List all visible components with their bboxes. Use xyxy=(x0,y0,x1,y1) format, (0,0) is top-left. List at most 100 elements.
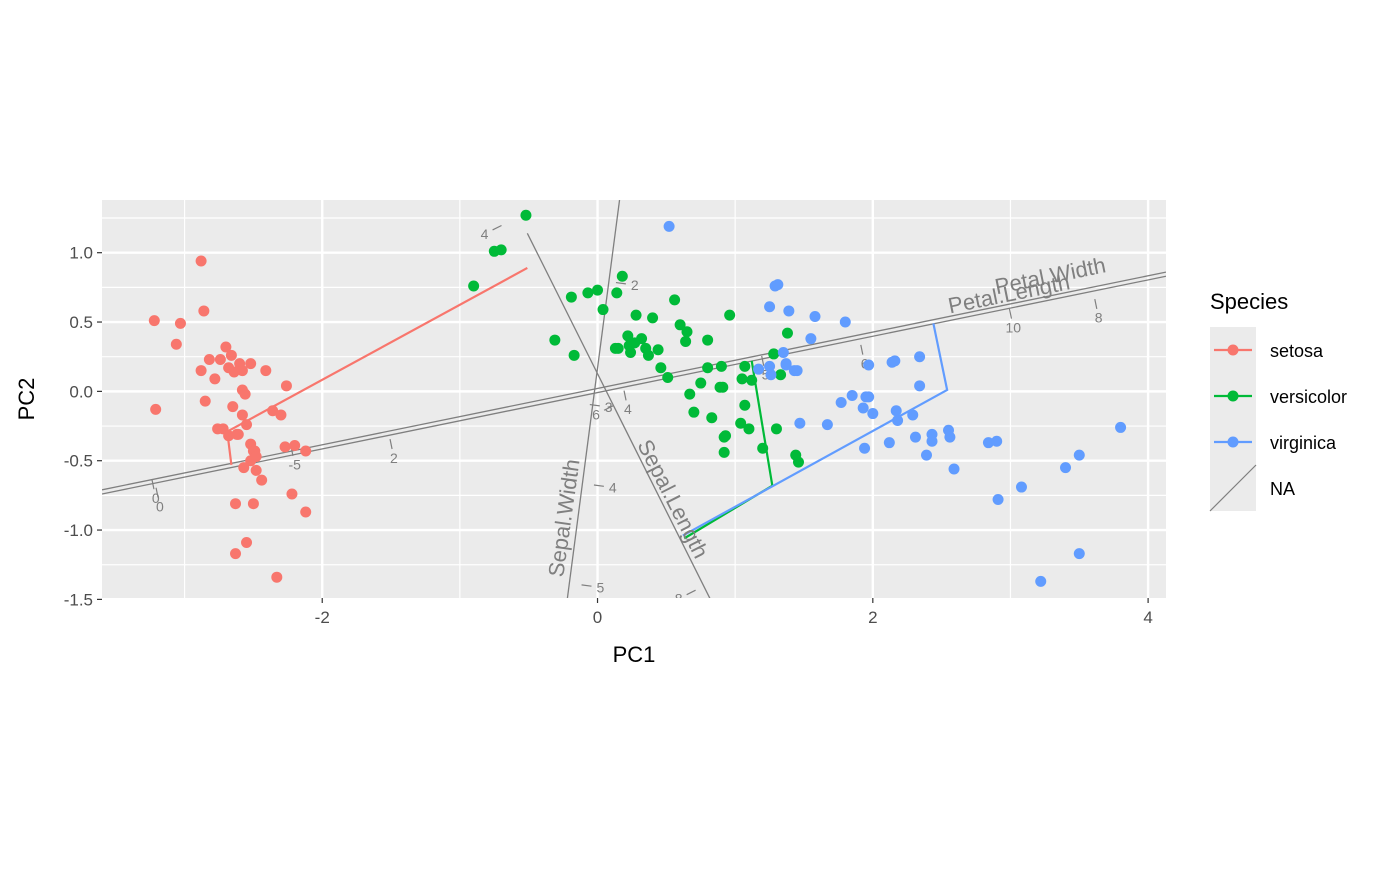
virginica-point xyxy=(920,449,932,461)
setosa-point xyxy=(228,366,240,378)
sepal-width-tick-mark xyxy=(581,584,592,587)
sepal-length-tick-mark xyxy=(686,589,696,596)
petal-length-tick-label: 0 xyxy=(156,498,164,514)
petal-width-tick-label: 0 xyxy=(152,490,160,506)
legend-key-point xyxy=(1227,436,1239,448)
setosa-point xyxy=(195,255,207,267)
setosa-point xyxy=(286,488,298,500)
petal-length-tick-mark xyxy=(860,344,864,355)
virginica-point xyxy=(892,414,904,426)
x-tick-label: 4 xyxy=(1143,608,1152,627)
legend: Species setosa versicolor virginica NA xyxy=(1209,289,1347,512)
setosa-point xyxy=(239,388,251,400)
versicolor-point xyxy=(592,284,604,296)
versicolor-point xyxy=(669,294,681,306)
sepal-width-tick-mark xyxy=(589,403,600,407)
setosa-point xyxy=(232,428,244,440)
virginica-point xyxy=(777,347,789,359)
versicolor-point xyxy=(684,388,696,400)
virginica-point xyxy=(863,391,875,403)
sepal-length-tick-label: 6 xyxy=(592,406,600,422)
y-tick-label: -1.5 xyxy=(64,590,93,609)
x-tick-label: -2 xyxy=(315,608,330,627)
virginica-point xyxy=(926,435,938,447)
versicolor-point xyxy=(739,360,751,372)
virginica-point xyxy=(805,333,817,345)
virginica-point xyxy=(1073,548,1085,560)
petal-width-axis-line xyxy=(102,271,1166,491)
legend-key-diagonal xyxy=(1209,464,1257,512)
y-tick-label: -1.0 xyxy=(64,521,93,540)
legend-key-point xyxy=(1227,344,1239,356)
versicolor-point xyxy=(768,348,780,360)
setosa-point xyxy=(230,548,242,560)
sepal-length-axis-line xyxy=(526,232,711,598)
y-tick-label: -0.5 xyxy=(64,452,93,471)
versicolor-point xyxy=(717,381,729,393)
versicolor-point xyxy=(597,304,609,316)
x-axis-title: PC1 xyxy=(613,642,656,667)
virginica-point xyxy=(1060,462,1072,474)
virginica-point xyxy=(821,419,833,431)
setosa-point xyxy=(198,305,210,317)
setosa-point xyxy=(275,409,287,421)
sepal-length-tick-label: 8 xyxy=(675,591,683,607)
plot-panel xyxy=(102,200,1166,598)
x-axis-ticks: -2 0 2 4 xyxy=(315,598,1153,627)
x-tick-label: 0 xyxy=(593,608,602,627)
versicolor-point xyxy=(468,280,480,292)
virginica-point xyxy=(1073,449,1085,461)
virginica-point xyxy=(809,310,821,322)
petal-width-tick-mark xyxy=(1008,308,1013,319)
versicolor-point xyxy=(736,373,748,385)
setosa-point xyxy=(227,401,239,413)
versicolor-point xyxy=(625,347,637,359)
petal-length-tick-mark xyxy=(389,439,393,450)
sepal-width-tick-label: 2 xyxy=(631,277,639,293)
setosa-point xyxy=(214,353,226,365)
virginica-point xyxy=(909,431,921,443)
versicolor-point xyxy=(616,270,628,282)
virginica-point xyxy=(783,305,795,317)
setosa-point xyxy=(256,474,268,486)
legend-key-na xyxy=(1209,464,1257,512)
setosa-point xyxy=(225,349,237,361)
virginica-point xyxy=(794,417,806,429)
versicolor-point xyxy=(775,369,787,381)
legend-key-virginica xyxy=(1210,419,1256,465)
setosa-point xyxy=(289,439,301,451)
legend-label-virginica: virginica xyxy=(1270,433,1337,453)
setosa-point xyxy=(271,571,283,583)
petal-width-tick-mark xyxy=(761,355,765,366)
virginica-point xyxy=(1015,481,1027,493)
setosa-point xyxy=(203,353,215,365)
legend-key-point xyxy=(1227,390,1239,402)
versicolor-point xyxy=(611,287,623,299)
virginica-point xyxy=(863,359,875,371)
setosa-series xyxy=(148,255,312,583)
virginica-point xyxy=(883,437,895,449)
setosa-point xyxy=(245,358,257,370)
versicolor-point xyxy=(695,377,707,389)
setosa-point xyxy=(247,498,259,510)
setosa-point xyxy=(236,365,248,377)
versicolor-point xyxy=(568,349,580,361)
sepal-length-tick-label: 4 xyxy=(481,226,489,242)
versicolor-point xyxy=(647,312,659,324)
versicolor-point xyxy=(781,327,793,339)
setosa-point xyxy=(300,506,312,518)
sepal-width-tick-label: 4 xyxy=(609,479,617,495)
setosa-point xyxy=(170,338,182,350)
sepal-width-tick-mark xyxy=(593,484,604,487)
virginica-point xyxy=(753,363,765,375)
versicolor-point xyxy=(680,335,692,347)
petal-length-axis-line xyxy=(102,275,1166,495)
virginica-point xyxy=(663,220,675,232)
virginica-point xyxy=(944,431,956,443)
virginica-point xyxy=(857,402,869,414)
setosa-point xyxy=(241,419,253,431)
versicolor-point xyxy=(652,344,664,356)
versicolor-point xyxy=(636,333,648,345)
